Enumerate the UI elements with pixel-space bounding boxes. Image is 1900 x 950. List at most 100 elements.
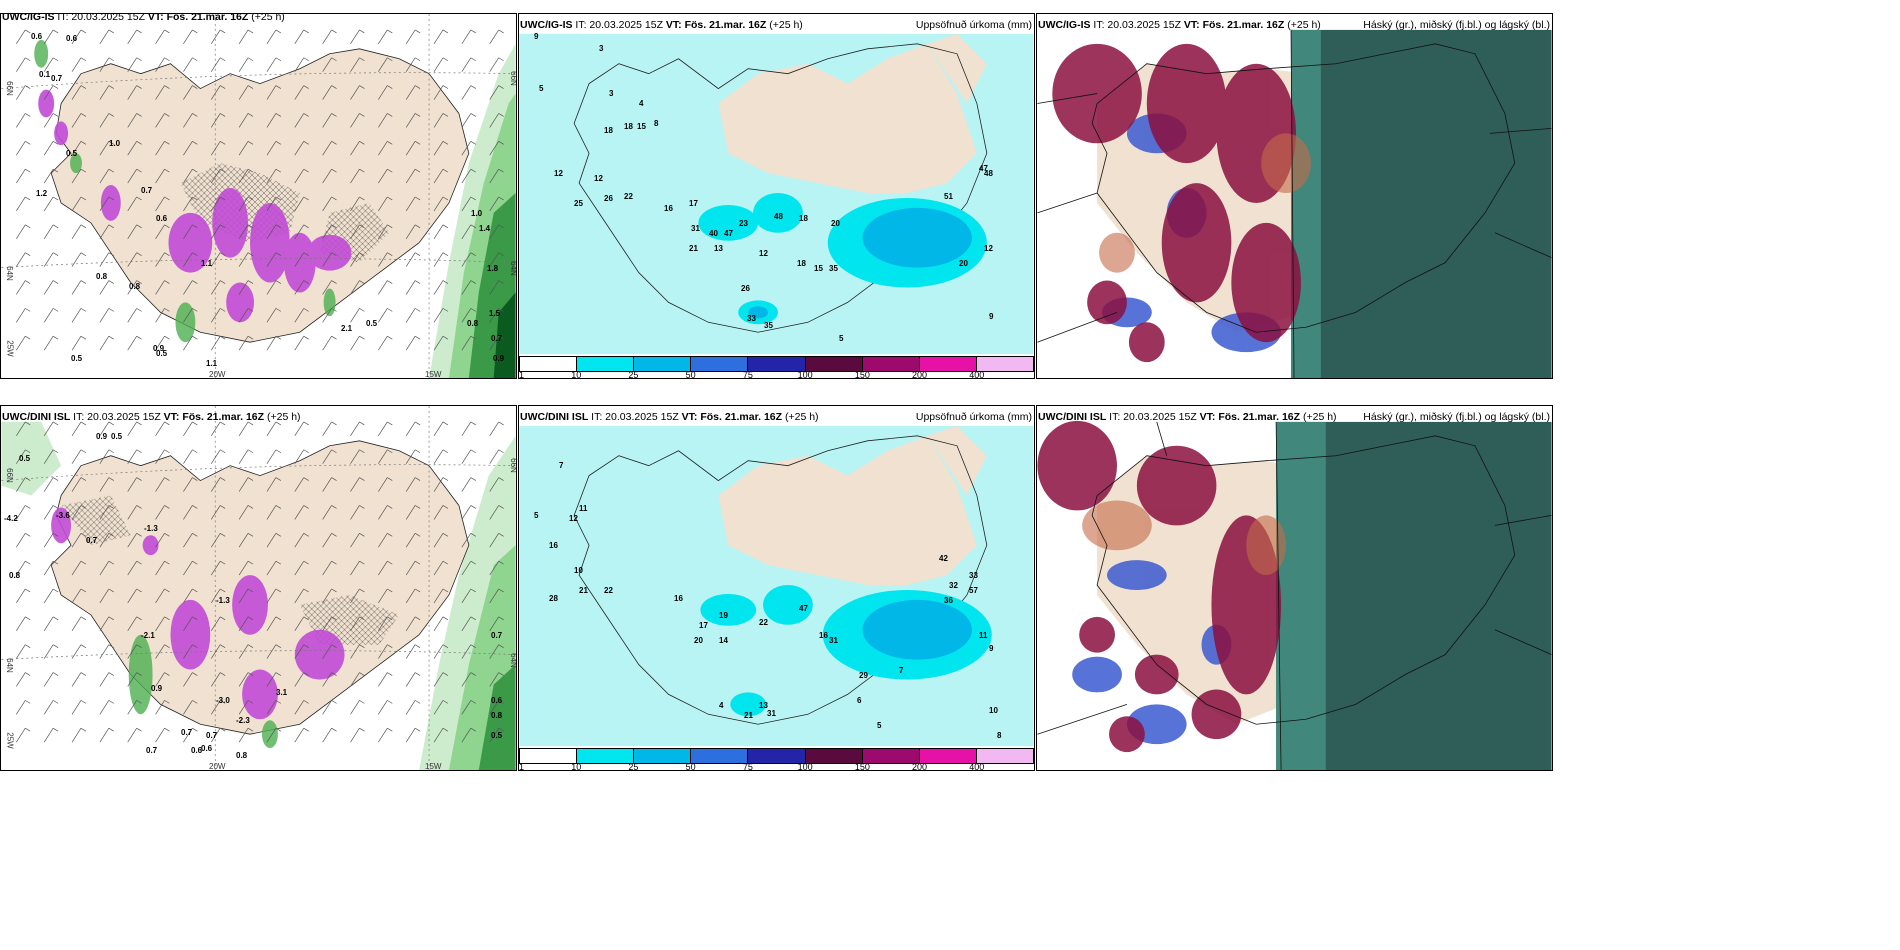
map-value-label: 0.7 [491,334,503,343]
lat-label-64: 64N [4,658,14,673]
legend-tick-label: 1 [519,762,525,771]
map-value-label: 13 [714,244,723,253]
legend-swatch [862,749,920,763]
map-value-label: 5 [877,721,882,730]
lat-label-64-right: 64N [508,653,517,668]
map-value-label: 26 [741,284,750,293]
legend-tick-label: 75 [742,762,753,771]
map-value-label: 0.6 [31,32,43,41]
map-value-label: 6 [857,696,862,705]
panel-header: UWC/IG-IS IT: 20.03.2025 15Z VT: Fös. 21… [1038,19,1321,31]
map-value-label: 3 [599,44,604,53]
map-value-label: 15 [814,264,823,273]
legend-tick-label: 10 [571,762,582,771]
legend-swatch [691,357,749,371]
map-value-label: 0.8 [467,319,479,328]
map-value-label: 0.5 [66,149,78,158]
legend-tick-label: 100 [797,762,813,771]
legend-tick-label: 25 [628,762,639,771]
map-value-label: 3.1 [276,688,288,697]
map-value-label: 21 [689,244,698,253]
map-iceland-wind [1,14,516,378]
map-value-label: 0.9 [153,344,165,353]
map-value-label: 17 [699,621,708,630]
map-value-label: 5 [534,511,539,520]
map-value-label: 0.5 [71,354,83,363]
legend-swatch [634,357,692,371]
legend-swatch [748,357,806,371]
legend-tick-label: 200 [912,762,928,771]
panel-header: UWC/IG-IS IT: 20.03.2025 15Z VT: Fös. 21… [520,19,803,31]
legend-tick-label: 25 [628,370,639,379]
map-value-label: 57 [969,586,978,595]
precip-legend-labels: 1 10 25 50 75 100 150 200 400 [519,370,1034,379]
map-value-label: 5 [539,84,544,93]
map-value-label: 0.7 [141,186,153,195]
map-value-label: 0.7 [86,536,98,545]
map-panel-precip-top: UWC/IG-IS IT: 20.03.2025 15Z VT: Fös. 21… [518,13,1035,379]
map-iceland-precip [519,425,1034,747]
map-value-label: 35 [764,321,773,330]
map-value-label: 10 [989,706,998,715]
legend-tick-label: 400 [969,370,985,379]
map-value-label: -1.3 [216,596,230,605]
map-value-label: 1.4 [479,224,491,233]
legend-swatch [748,749,806,763]
map-value-label: 33 [969,571,978,580]
map-value-label: 0.6 [191,746,203,755]
map-value-label: 1.0 [471,209,483,218]
map-value-label: 31 [767,709,776,718]
map-value-label: 20 [831,219,840,228]
map-value-label: 31 [829,636,838,645]
map-value-label: 5 [839,334,844,343]
map-value-label: 0.6 [66,34,78,43]
map-value-label: 1.8 [487,264,499,273]
map-value-label: 4 [639,99,644,108]
map-value-label: 0.7 [51,74,63,83]
map-value-label: 42 [939,554,948,563]
map-value-label: 12 [569,514,578,523]
legend-swatch [691,749,749,763]
map-iceland-precip [519,33,1034,355]
map-value-label: 0.9 [493,354,505,363]
map-value-label: 12 [759,249,768,258]
map-value-label: 8 [654,119,659,128]
map-value-label: -1.3 [144,524,158,533]
panel-header: UWC/DINI ISL IT: 20.03.2025 15Z VT: Fös.… [1038,411,1337,423]
map-value-label: 51 [944,192,953,201]
map-value-label: -3.0 [216,696,230,705]
legend-tick-label: 75 [742,370,753,379]
map-value-label: 9 [989,312,994,321]
legend-swatch [805,749,863,763]
map-value-label: 9 [534,32,539,41]
map-value-label: 0.5 [156,349,168,358]
map-value-label: 0.6 [156,214,168,223]
map-value-label: 12 [594,174,603,183]
legend-tick-label: 10 [571,370,582,379]
map-iceland-wind [1,406,516,770]
legend-swatch [919,357,977,371]
map-value-label: 48 [774,212,783,221]
map-value-label: 0.6 [491,696,503,705]
legend-tick-label: 50 [685,762,696,771]
map-value-label: 0.7 [491,631,503,640]
map-value-label: 0.8 [96,272,108,281]
lon-label-15: 15W [425,370,442,379]
legend-swatch [862,357,920,371]
lat-label-66: 66N [4,81,14,96]
legend-tick-label: 1 [519,370,525,379]
panel-header: UWC/DINI ISL IT: 20.03.2025 15Z VT: Fös.… [520,411,819,423]
map-value-label: 0.5 [491,731,503,740]
map-value-label: 25 [574,199,583,208]
lat-label-64-right: 64N [508,261,517,276]
map-value-label: 7 [559,461,564,470]
map-value-label: 18 [624,122,633,131]
map-value-label: -4.2 [4,514,18,523]
lat-label-64: 64N [4,266,14,281]
map-value-label: 12 [554,169,563,178]
lon-label-25: 25W [5,340,15,357]
map-panel-wind-bottom: UWC/DINI ISL IT: 20.03.2025 15Z VT: Fös.… [0,405,517,771]
map-value-label: 1.0 [109,139,121,148]
panel-header: UWC/IG-IS IT: 20.03.2025 15Z VT: Fös. 21… [2,13,285,23]
map-panel-clouds-bottom: UWC/DINI ISL IT: 20.03.2025 15Z VT: Fös.… [1036,405,1553,771]
